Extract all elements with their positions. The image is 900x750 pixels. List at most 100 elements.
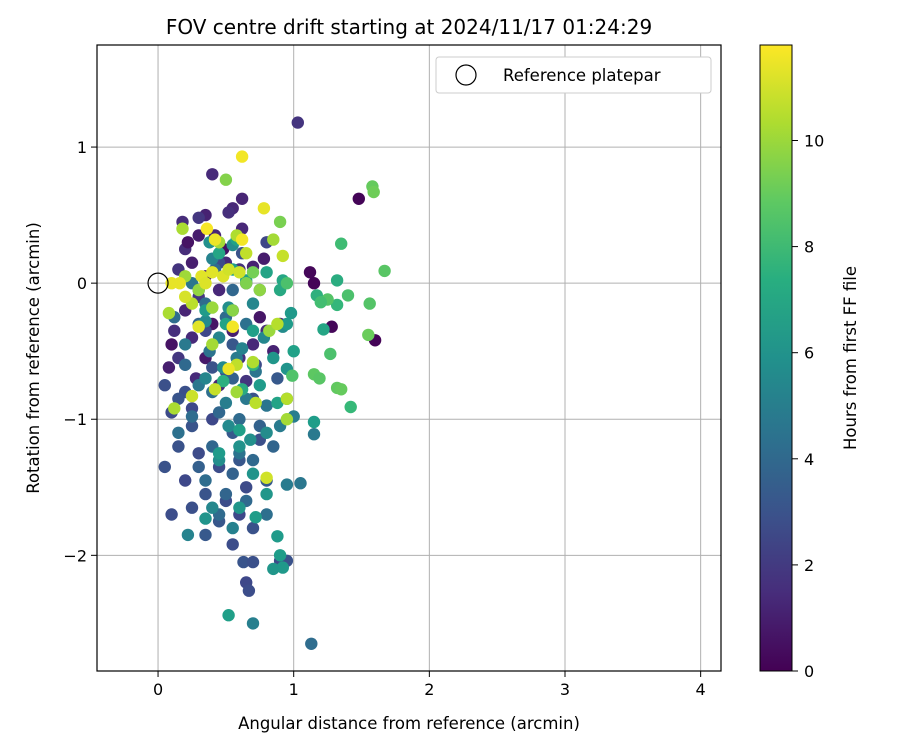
data-point (185, 256, 199, 269)
colorbar-label: Hours from first FF file (841, 266, 860, 450)
data-point (280, 413, 294, 426)
data-point (240, 247, 253, 260)
data-point (179, 358, 192, 371)
data-point (253, 283, 266, 297)
data-point (313, 372, 326, 385)
data-point (172, 392, 185, 405)
data-point (206, 301, 219, 314)
data-point (212, 247, 226, 260)
data-point (260, 266, 273, 279)
data-point (226, 320, 239, 333)
data-point (280, 478, 294, 491)
data-point (219, 487, 233, 501)
data-point (192, 320, 205, 333)
data-point (314, 296, 327, 309)
data-point (267, 351, 280, 365)
data-point (179, 474, 192, 487)
data-point (287, 345, 300, 358)
data-point (233, 266, 246, 279)
data-point (181, 528, 195, 542)
x-axis-ticks: 0 1 2 3 4 (153, 671, 706, 699)
data-point (226, 467, 239, 480)
data-point (341, 289, 355, 302)
data-point (217, 374, 230, 388)
data-point (307, 277, 321, 290)
data-point (257, 202, 271, 215)
data-point (226, 283, 239, 297)
x-tick-label: 3 (560, 680, 570, 699)
data-point (280, 392, 294, 405)
data-point (172, 440, 185, 453)
data-point (242, 584, 256, 597)
reference-marker-layer (147, 272, 169, 294)
data-point (176, 222, 189, 235)
data-point (233, 440, 246, 453)
data-point (219, 396, 233, 410)
data-point (165, 338, 178, 351)
data-point (199, 487, 212, 501)
data-point (362, 328, 375, 342)
data-point (233, 423, 246, 437)
chart-title: FOV centre drift starting at 2024/11/17 … (166, 15, 652, 39)
x-tick-label: 1 (289, 680, 299, 699)
data-point (185, 501, 199, 514)
data-point (267, 233, 280, 246)
data-point (181, 236, 195, 249)
data-point (222, 419, 235, 433)
data-point (168, 402, 181, 415)
x-tick-label: 4 (696, 680, 706, 699)
y-tick-label: 1 (77, 138, 87, 157)
y-tick-label: −1 (63, 410, 87, 429)
data-point (206, 501, 219, 514)
data-point (222, 206, 235, 219)
x-tick-label: 2 (424, 680, 434, 699)
data-point (330, 298, 344, 312)
data-point (267, 562, 280, 576)
y-tick-label: 0 (77, 274, 87, 293)
data-point (206, 266, 219, 279)
data-point (158, 460, 171, 474)
data-point (240, 277, 253, 290)
data-point (246, 324, 260, 337)
data-point (199, 277, 212, 290)
data-point (263, 324, 276, 337)
data-point (199, 528, 212, 542)
data-point (200, 222, 214, 235)
data-point (185, 389, 199, 403)
data-point (352, 192, 365, 205)
data-point (185, 419, 199, 433)
data-point (253, 311, 266, 324)
data-point (246, 467, 260, 480)
data-point (246, 338, 260, 351)
reference-platepar-marker (147, 272, 169, 294)
data-point (246, 297, 260, 310)
data-point (246, 453, 260, 467)
data-point (185, 410, 199, 423)
data-point (363, 297, 376, 310)
data-point (307, 428, 321, 441)
data-point (162, 361, 176, 374)
data-point (246, 355, 260, 369)
data-point (179, 338, 192, 351)
plot-area (97, 45, 721, 671)
data-point (162, 306, 176, 320)
legend-marker-reference (455, 64, 477, 86)
data-point (324, 347, 337, 361)
data-point (271, 317, 284, 331)
y-axis-ticks: −2 −1 0 1 (63, 138, 97, 565)
data-point (273, 215, 287, 229)
data-point (249, 511, 262, 524)
data-point (199, 372, 212, 385)
data-point (284, 306, 298, 320)
data-point (199, 512, 212, 525)
data-point (208, 383, 222, 396)
data-point (237, 555, 250, 569)
colorbar-tick-label: 10 (804, 131, 824, 150)
data-point (246, 266, 260, 279)
data-point (260, 471, 273, 484)
data-point (226, 338, 239, 351)
data-point (208, 233, 222, 246)
data-point (330, 274, 344, 287)
data-point (226, 521, 239, 535)
